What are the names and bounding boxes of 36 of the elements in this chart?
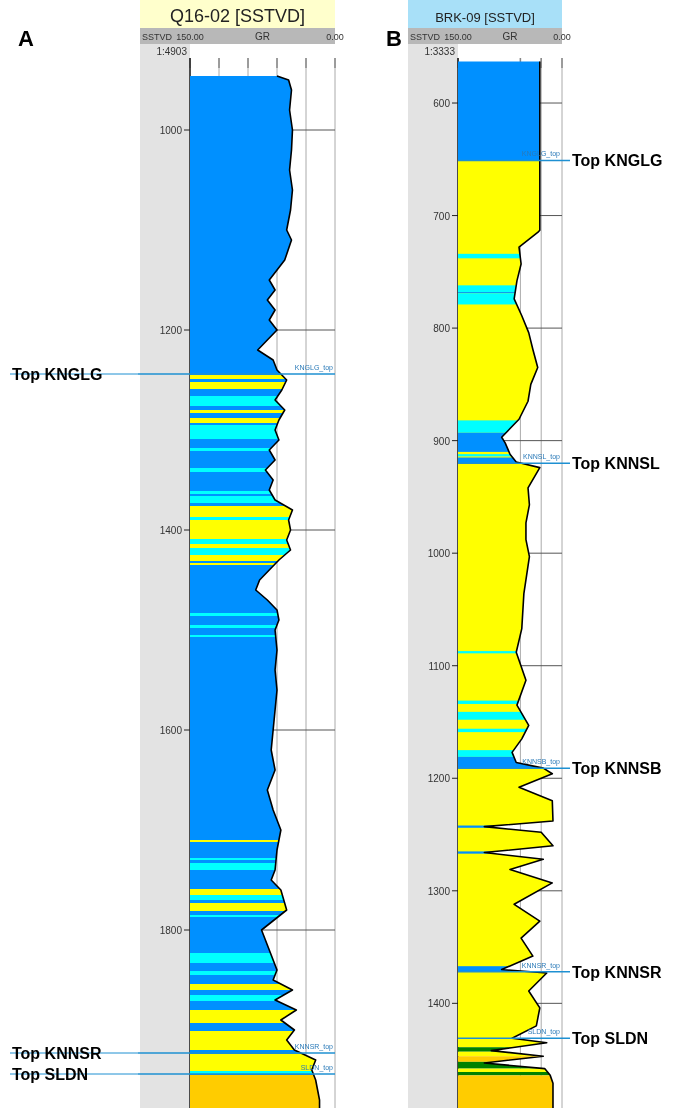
y-tick-label: 1200 [159,325,183,336]
text: A [18,26,34,51]
y-tick-label: 1200 [427,773,451,785]
y-tick-label: 1300 [427,885,451,897]
y-tick-label: 700 [433,210,451,222]
y-tick-label: 1100 [428,660,451,672]
y-axis-title: SSTVD [142,32,173,42]
y-tick-label: 1600 [159,725,183,736]
ref-line-label: Top SLDN [12,1066,89,1083]
ref-line-label: Top KNGLG [572,152,663,170]
x-tick-label: 150.00 [444,32,472,42]
x-tick-label: 0.00 [553,32,571,42]
y-tick-label: 1000 [159,125,183,136]
ref-line-label: Top KNNSR [572,963,662,981]
y-tick-label: 1800 [159,925,183,936]
ref-line-label: Top KNNSB [572,760,662,778]
ref-line-label: Top KNNSL [572,455,660,473]
text: B [386,26,402,51]
ref-line-label: Top KNNSR [12,1045,102,1062]
x-tick-label: 0.00 [326,32,344,42]
y-tick-label: 1400 [159,525,183,536]
x-tick-label: 150.00 [176,32,204,42]
ref-line-label: Top SLDN [572,1030,649,1048]
x-axis-title: GR [502,31,518,42]
text: 1:3333 [424,46,456,57]
y-tick-label: 600 [433,98,451,110]
chart-title: BRK-09 [SSTVD] [435,10,535,25]
y-tick-label: 1000 [427,548,451,560]
y-axis-title: SSTVD [410,32,441,42]
ref-line-label: Top KNGLG [12,366,103,383]
chart-title: Q16-02 [SSTVD] [169,6,306,26]
x-axis-title: GR [255,31,270,42]
text: 1:4903 [156,46,188,57]
y-tick-label: 800 [433,323,451,335]
y-tick-label: 1400 [427,998,451,1010]
y-tick-label: 900 [433,435,451,447]
